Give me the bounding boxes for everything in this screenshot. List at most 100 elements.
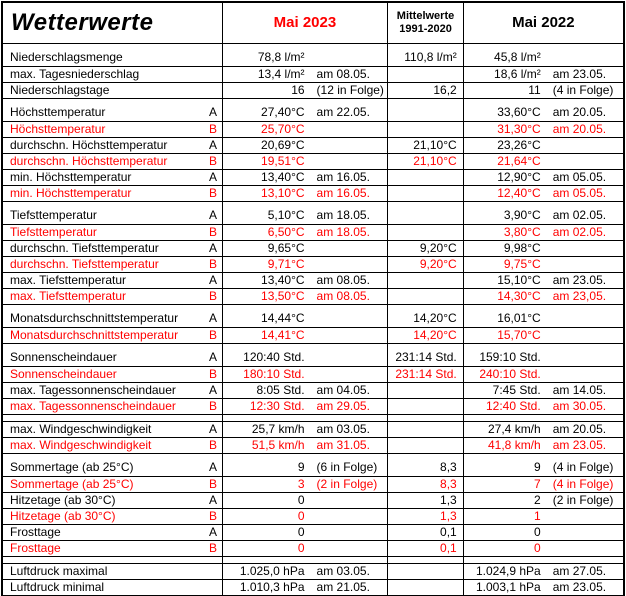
- date-mai-2023: am 21.05.: [316, 579, 370, 594]
- row-label: Hitzetage (ab 30°C): [10, 508, 116, 523]
- spacer-cell: [462, 414, 625, 421]
- value-mai-2022: 0: [534, 540, 541, 555]
- mai2023-cell: 0: [221, 508, 389, 525]
- spacer-cell: [462, 343, 625, 350]
- series-marker: B: [208, 121, 217, 136]
- value-mai-2023: 9,71°C: [267, 256, 305, 271]
- spacer-cell: [1, 414, 223, 421]
- value-mittelwerte: 0,1: [440, 540, 457, 555]
- column-header-label: Mai 2022: [512, 13, 575, 31]
- value-mai-2023: 8:05 Std.: [256, 382, 305, 397]
- series-marker: A: [208, 105, 217, 120]
- date-mai-2022: am 14.05.: [552, 382, 607, 397]
- value-mittelwerte-cell: 8,3: [387, 460, 464, 477]
- date-mai-2022: am 30.05.: [552, 398, 607, 413]
- value-mittelwerte-cell: 231:14 Std.: [387, 350, 464, 367]
- value-mai-2022: 23,26°C: [497, 137, 541, 152]
- value-mai-2023: 19,51°C: [261, 153, 305, 168]
- value-mai-2023: 180:10 Std.: [243, 366, 305, 381]
- spacer-cell: [462, 201, 625, 208]
- table-row: durchschn. Höchsttemperatur B 19,51°C 21,10…: [1, 153, 625, 170]
- row-label: Luftdruck maximal: [10, 563, 108, 578]
- row-label: Sommertage (ab 25°C): [10, 476, 134, 491]
- row-label-cell: Sonnenscheindauer A: [1, 350, 223, 367]
- date-mai-2023: am 03.05.: [316, 563, 370, 578]
- value-mai-2023: 6,50°C: [267, 224, 305, 239]
- spacer-row: [1, 43, 625, 50]
- row-label: Sonnenscheindauer: [10, 366, 117, 381]
- row-label-cell: Niederschlagsmenge: [1, 50, 223, 67]
- table-row: max. Tagessonnenscheindauer B 12:30 Std. am…: [1, 398, 625, 415]
- value-mai-2022: 18,6 l/m²: [494, 66, 541, 81]
- mai2023-cell: 9,65°C: [221, 240, 389, 257]
- value-mittelwerte: 16,2: [433, 82, 457, 97]
- value-mittelwerte: 1,3: [440, 508, 457, 523]
- series-marker: B: [208, 398, 217, 413]
- series-marker: A: [208, 460, 217, 475]
- row-label-cell: durchschn. Tiefsttemperatur A: [1, 240, 223, 257]
- spacer-cell: [1, 201, 223, 208]
- spacer-cell: [462, 453, 625, 460]
- mai2022-cell: 240:10 Std.: [462, 366, 625, 383]
- date-mai-2022: am 23.05.: [552, 579, 607, 594]
- table-row: max. Windgeschwindigkeit A 25,7 km/h am 03.…: [1, 420, 625, 438]
- mai2022-cell: 16,01°C: [462, 311, 625, 328]
- value-mai-2023: 25,7 km/h: [251, 421, 305, 436]
- value-mai-2023: 13,40°C: [261, 272, 305, 287]
- value-mai-2022: 2: [534, 492, 541, 507]
- date-mai-2023: am 08.05.: [316, 66, 370, 81]
- mai2023-cell: 25,70°C: [221, 121, 389, 138]
- mai2023-cell: 6,50°C am 18.05.: [221, 224, 389, 241]
- mai2023-cell: 9 (6 in Folge): [221, 460, 389, 477]
- row-label-cell: min. Höchsttemperatur B: [1, 185, 223, 202]
- row-label-cell: max. Tagessonnenscheindauer B: [1, 398, 223, 415]
- mai2022-cell: 1.003,1 hPa am 23.05.: [462, 579, 625, 596]
- row-label: Höchsttemperatur: [10, 121, 106, 136]
- spacer-cell: [462, 556, 625, 563]
- column-header-label: Mai 2023: [273, 13, 337, 31]
- value-mai-2023: 12:30 Std.: [249, 398, 305, 413]
- series-marker: B: [208, 224, 217, 239]
- column-header-mittelwerte: Mittelwerte 1991-2020: [387, 1, 464, 44]
- mai2023-cell: 13,40°C am 16.05.: [221, 169, 389, 186]
- value-mittelwerte-cell: [387, 579, 464, 596]
- mai2023-cell: 13,10°C am 16.05.: [221, 185, 389, 202]
- mai2023-cell: 16 (12 in Folge): [221, 82, 389, 99]
- series-marker: A: [208, 382, 217, 397]
- date-mai-2022: am 02.05.: [552, 224, 607, 239]
- row-label: Hitzetage (ab 30°C): [10, 492, 116, 507]
- date-mai-2022: am 23.05.: [552, 66, 607, 81]
- date-mai-2023: am 08.05.: [316, 272, 370, 287]
- table-row: Monatsdurchschnittstemperatur B 14,41°C 14,…: [1, 327, 625, 344]
- value-mittelwerte-cell: [387, 382, 464, 399]
- mai2022-cell: 45,8 l/m²: [462, 50, 625, 67]
- mai2022-cell: 23,26°C: [462, 137, 625, 154]
- mai2023-cell: 51,5 km/h am 31.05.: [221, 437, 389, 454]
- row-label: max. Tagessonnenscheindauer: [10, 398, 176, 413]
- series-marker: B: [208, 153, 217, 168]
- date-mai-2022: am 05.05.: [552, 185, 607, 200]
- value-mittelwerte-cell: 8,3: [387, 476, 464, 493]
- row-label-cell: Höchsttemperatur B: [1, 121, 223, 138]
- table-row: max. Windgeschwindigkeit B 51,5 km/h am 31.…: [1, 437, 625, 454]
- spacer-cell: [462, 304, 625, 311]
- date-mai-2022: (2 in Folge): [552, 492, 614, 507]
- value-mai-2022: 3,90°C: [503, 208, 541, 223]
- mai2023-cell: 9,71°C: [221, 256, 389, 273]
- mai2022-cell: 1: [462, 508, 625, 525]
- mai2023-cell: 3 (2 in Folge): [221, 476, 389, 493]
- row-label: max. Tagesniederschlag: [10, 66, 140, 81]
- value-mittelwerte-cell: 9,20°C: [387, 256, 464, 273]
- value-mai-2023: 13,50°C: [261, 288, 305, 303]
- mai2022-cell: 15,10°C am 23.05.: [462, 272, 625, 289]
- mai2023-cell: 13,4 l/m² am 08.05.: [221, 66, 389, 83]
- value-mittelwerte-cell: 1,3: [387, 492, 464, 509]
- row-label: Sommertage (ab 25°C): [10, 460, 134, 475]
- row-label-cell: Frosttage B: [1, 540, 223, 557]
- mai2023-cell: 19,51°C: [221, 153, 389, 170]
- mai2022-cell: 7:45 Std. am 14.05.: [462, 382, 625, 399]
- value-mittelwerte-cell: 14,20°C: [387, 311, 464, 328]
- table-row: Sonnenscheindauer A 120:40 Std. 231:14 Std.…: [1, 350, 625, 367]
- value-mittelwerte-cell: 0,1: [387, 540, 464, 557]
- value-mai-2022: 12,90°C: [497, 169, 541, 184]
